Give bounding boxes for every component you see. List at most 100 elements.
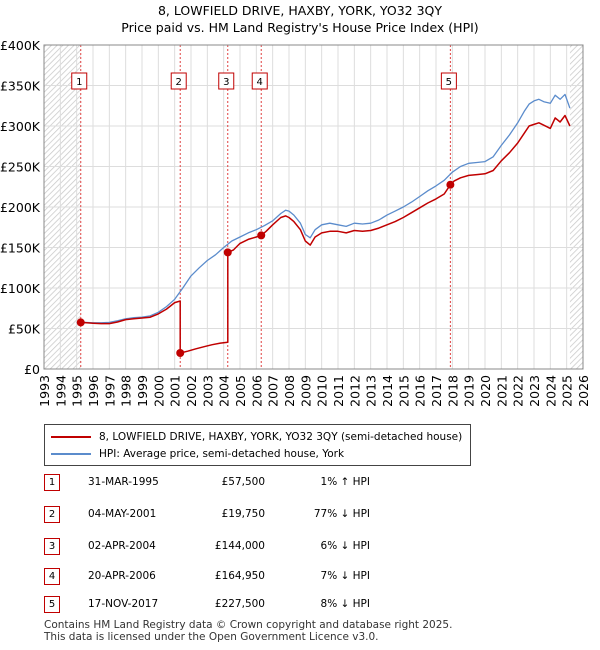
x-tick-label: 2021 — [494, 375, 509, 407]
sale-label: 2 — [176, 77, 182, 88]
x-tick-label: 2002 — [184, 375, 199, 407]
sale-label: 3 — [223, 77, 229, 88]
y-tick-label: £250K — [0, 160, 41, 175]
axes: £0 £50K £100K £150K £200K £250K £300K £350K £400… — [0, 38, 591, 407]
sale-label-box — [170, 72, 187, 90]
x-tick-label: 2011 — [331, 375, 346, 407]
property-price-line — [80, 114, 571, 354]
y-tick-label: £150K — [0, 241, 41, 256]
x-tick-label: 2022 — [511, 375, 526, 407]
sale-date: 02-APR-2004 — [88, 540, 156, 552]
sale-date: 20-APR-2006 — [88, 570, 156, 582]
sale-hpi-diff: 7% ↓ HPI — [320, 570, 370, 582]
x-tick-label: 2014 — [380, 375, 395, 407]
y-tick-label: £400K — [0, 38, 41, 53]
sale-hpi-diff: 6% ↓ HPI — [320, 540, 370, 552]
sale-price: £144,000 — [214, 540, 265, 552]
x-tick-label: 1996 — [86, 375, 101, 407]
legend-swatch-hpi — [51, 453, 91, 455]
sale-number-badge: 4 — [44, 568, 60, 585]
y-tick-label: £100K — [0, 281, 41, 296]
series-lines — [76, 93, 571, 354]
table-row: 5 17-NOV-2017 £227,500 8% ↓ HPI — [0, 594, 600, 614]
price-chart: 1 2 3 4 5 £0 £50K £100K £150K £200K £250K £300K £35… — [0, 38, 591, 407]
sale-label-box — [218, 72, 235, 90]
gridlines — [43, 44, 584, 370]
x-tick-label: 2015 — [396, 375, 411, 407]
y-tick-label: £350K — [0, 79, 41, 94]
plot-frame — [43, 44, 584, 370]
x-tick-label: 2016 — [413, 375, 428, 407]
footer: Contains HM Land Registry data © Crown c… — [44, 619, 452, 643]
x-tick-label: 2001 — [168, 375, 183, 407]
sale-label-box — [440, 72, 457, 90]
x-tick-label: 2012 — [347, 375, 362, 407]
chart-legend: 8, LOWFIELD DRIVE, HAXBY, YORK, YO32 3QY… — [44, 424, 471, 466]
x-tick-label: 2004 — [217, 375, 232, 407]
sale-price: £19,750 — [221, 508, 265, 520]
sale-price: £57,500 — [221, 476, 265, 488]
x-tick-label: 2008 — [282, 375, 297, 407]
x-tick-label: 2017 — [429, 375, 444, 407]
x-tick-label: 1993 — [37, 375, 52, 407]
x-tick-label: 2023 — [527, 375, 542, 407]
sale-label-box — [251, 72, 268, 90]
legend-label-property: 8, LOWFIELD DRIVE, HAXBY, YORK, YO32 3QY… — [99, 431, 463, 443]
x-tick-label: 2000 — [151, 375, 166, 407]
x-tick-label: 2020 — [478, 375, 493, 407]
sale-price: £227,500 — [214, 598, 265, 610]
x-tick-label: 2025 — [560, 375, 575, 407]
y-tick-label: £200K — [0, 200, 41, 215]
sale-number-badge: 5 — [44, 596, 60, 613]
sale-point — [257, 231, 266, 240]
sale-date: 04-MAY-2001 — [88, 508, 157, 520]
x-tick-label: 2018 — [445, 375, 460, 407]
footer-copyright: Contains HM Land Registry data © Crown c… — [44, 619, 453, 631]
x-tick-label: 1997 — [102, 375, 117, 407]
y-tick-label: £50K — [8, 322, 41, 337]
y-tick-label: £0 — [24, 362, 40, 377]
x-tick-label: 2006 — [249, 375, 264, 407]
table-row: 2 04-MAY-2001 £19,750 77% ↓ HPI — [0, 504, 600, 524]
legend-swatch-property — [51, 436, 91, 438]
sale-point — [223, 248, 232, 257]
x-tick-label: 2024 — [543, 375, 558, 407]
legend-label-hpi: HPI: Average price, semi-detached house,… — [99, 448, 345, 460]
x-tick-label: 1999 — [135, 375, 150, 407]
x-tick-label: 2003 — [200, 375, 215, 407]
sale-label: 1 — [76, 77, 82, 88]
sale-hpi-diff: 77% ↓ HPI — [313, 508, 370, 520]
sale-point — [76, 318, 85, 327]
x-tick-label: 1998 — [119, 375, 134, 407]
x-tick-label: 2009 — [298, 375, 313, 407]
x-tick-label: 1994 — [53, 375, 68, 407]
sale-price: £164,950 — [214, 570, 265, 582]
sale-number-badge: 2 — [44, 506, 60, 523]
y-tick-label: £300K — [0, 119, 41, 134]
sale-hpi-diff: 8% ↓ HPI — [320, 598, 370, 610]
x-tick-label: 2007 — [266, 375, 281, 407]
x-tick-label: 2013 — [364, 375, 379, 407]
footer-licence: This data is licensed under the Open Gov… — [44, 631, 379, 643]
sale-label-box — [71, 72, 88, 90]
sale-date: 31-MAR-1995 — [88, 476, 159, 488]
sale-point — [446, 180, 455, 189]
sale-hpi-diff: 1% ↑ HPI — [320, 476, 370, 488]
x-tick-label: 2005 — [233, 375, 248, 407]
table-row: 1 31-MAR-1995 £57,500 1% ↑ HPI — [0, 472, 600, 492]
sale-point — [176, 349, 185, 358]
chart-title: 8, LOWFIELD DRIVE, HAXBY, YORK, YO32 3QY — [157, 3, 443, 18]
sale-number-badge: 3 — [44, 538, 60, 555]
table-row: 4 20-APR-2006 £164,950 7% ↓ HPI — [0, 566, 600, 586]
chart-title-block: 8, LOWFIELD DRIVE, HAXBY, YORK, YO32 3QY… — [0, 2, 600, 36]
sale-label: 5 — [446, 77, 452, 88]
sale-date: 17-NOV-2017 — [88, 598, 159, 610]
sale-number-badge: 1 — [44, 474, 60, 491]
sale-labels: 1 2 3 4 5 — [71, 72, 457, 90]
chart-subtitle: Price paid vs. HM Land Registry's House … — [121, 20, 479, 35]
sale-label: 4 — [257, 77, 263, 88]
x-tick-label: 2010 — [315, 375, 330, 407]
table-row: 3 02-APR-2004 £144,000 6% ↓ HPI — [0, 536, 600, 556]
x-tick-label: 1995 — [70, 375, 85, 407]
x-tick-label: 2026 — [576, 375, 591, 407]
